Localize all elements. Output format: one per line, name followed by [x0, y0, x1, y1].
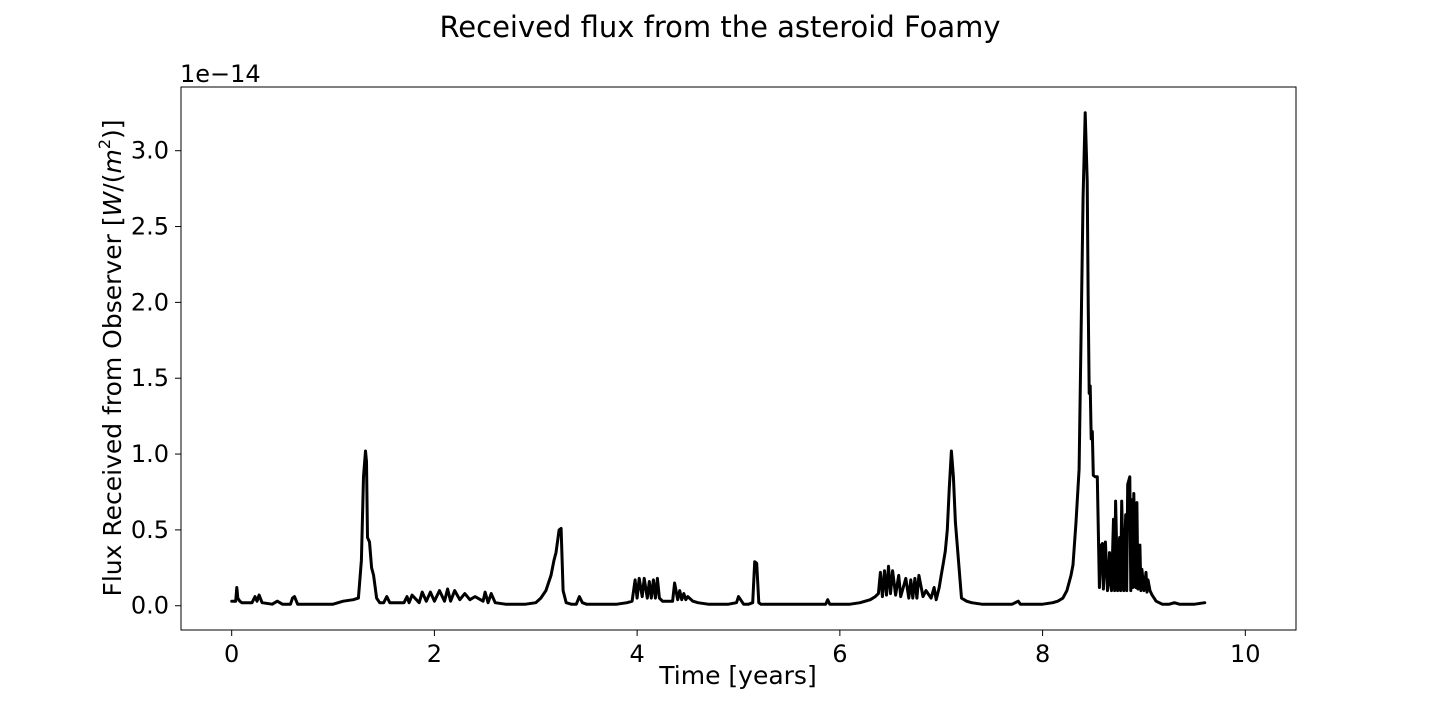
x-tick-label: 0	[224, 640, 239, 668]
x-tick-label: 4	[629, 640, 644, 668]
y-axis-label-unit-exp: 2	[95, 139, 114, 149]
plot-area	[180, 86, 1297, 631]
chart-title: Received flux from the asteroid Foamy	[439, 10, 1000, 44]
x-tick-label: 8	[1035, 640, 1050, 668]
x-tick-label: 2	[427, 640, 442, 668]
series-line-flux	[230, 111, 1207, 606]
y-axis-label-unit-w: W	[98, 190, 127, 216]
y-tick-label: 0.5	[131, 516, 169, 544]
y-axis-label-prefix: Flux Received from Observer [	[98, 216, 127, 596]
y-tick-label: 3.0	[131, 137, 169, 165]
y-tick-label: 2.5	[131, 213, 169, 241]
y-tick-label: 1.0	[131, 440, 169, 468]
y-tick-label: 2.0	[131, 288, 169, 316]
y-axis-label-unit-mid: /(	[98, 174, 127, 192]
y-axis-ticks: 0.0 0.5 1.0 1.5 2.0 2.5 3.0	[131, 137, 181, 620]
y-axis-label: Flux Received from Observer [W/(m2)]	[95, 119, 127, 596]
y-axis-label-suffix: )]	[98, 119, 127, 139]
y-tick-label: 0.0	[131, 592, 169, 620]
y-tick-label: 1.5	[131, 364, 169, 392]
x-axis-label: Time [years]	[658, 661, 816, 690]
x-tick-label: 10	[1230, 640, 1261, 668]
y-offset-label: 1e−14	[180, 60, 261, 88]
x-tick-label: 6	[832, 640, 847, 668]
y-axis-label-unit-m: m	[98, 149, 127, 173]
x-axis-ticks: 0 2 4 6 8 10	[224, 630, 1261, 668]
